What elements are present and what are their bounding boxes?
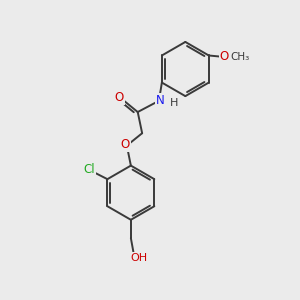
Text: O: O (115, 91, 124, 104)
Text: Cl: Cl (83, 163, 95, 176)
Text: O: O (121, 138, 130, 151)
Text: O: O (220, 50, 229, 64)
Text: CH₃: CH₃ (231, 52, 250, 62)
Text: H: H (170, 98, 178, 108)
Text: OH: OH (130, 253, 148, 263)
Text: N: N (156, 94, 165, 107)
